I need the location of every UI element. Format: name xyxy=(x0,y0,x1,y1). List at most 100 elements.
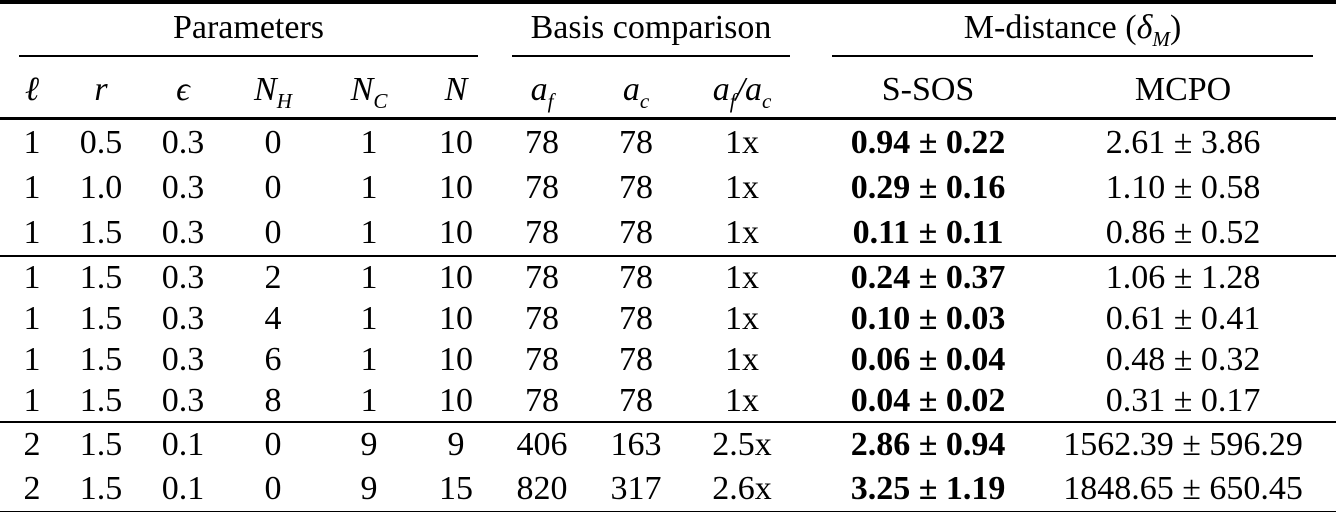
cell-epsilon: 0.1 xyxy=(138,421,228,467)
col-header-mcpo: MCPO xyxy=(1030,57,1336,120)
n-symbol: N xyxy=(444,71,468,108)
cell-ac: 78 xyxy=(619,340,654,378)
c-subscript: c xyxy=(762,88,772,113)
cell-r: 0.5 xyxy=(79,123,123,161)
cell-nc: 9 xyxy=(360,470,378,507)
cell-af: 78 xyxy=(525,213,560,251)
epsilon-symbol: ϵ xyxy=(176,71,190,108)
cell-epsilon: 0.3 xyxy=(161,340,205,378)
cell-af: 78 xyxy=(525,299,560,337)
m-distance-prefix: M-distance ( xyxy=(963,9,1137,46)
cell-ratio: 1x xyxy=(725,213,760,251)
cell-ssos: 3.25 ± 1.19 xyxy=(850,470,1006,507)
group-label-basis-comparison: Basis comparison xyxy=(530,9,772,46)
cell-mcpo: 1848.65 ± 650.45 xyxy=(1063,470,1303,507)
m-distance-underline: M-distance (δM) xyxy=(832,9,1314,57)
cell-af: 78 xyxy=(525,168,560,206)
cell-nc: 1 xyxy=(360,213,378,251)
cell-nh: 2 xyxy=(228,255,318,298)
cell-ssos: 0.29 ± 0.16 xyxy=(850,168,1006,206)
cell-ratio: 2.6x xyxy=(712,470,772,507)
table-body: 1 0.5 0.3 0 1 10 78 78 1x 0.94 ± 0.22 2.… xyxy=(0,119,1336,512)
col-header-nh: NH xyxy=(228,57,318,120)
table-row: 1 1.5 0.3 4 1 10 78 78 1x 0.10 ± 0.03 0.… xyxy=(0,298,1336,339)
cell-ac: 78 xyxy=(619,168,654,206)
cell-ssos: 0.24 ± 0.37 xyxy=(826,255,1031,298)
table-row: 1 1.0 0.3 0 1 10 78 78 1x 0.29 ± 0.16 1.… xyxy=(0,165,1336,210)
table-row: 2 1.5 0.1 0 9 15 820 317 2.6x 3.25 ± 1.1… xyxy=(0,467,1336,512)
a-symbol: a xyxy=(712,71,730,108)
column-gap xyxy=(790,467,826,512)
cell-nc: 9 xyxy=(318,421,420,467)
cell-nc: 1 xyxy=(360,168,378,206)
cell-ell: 1 xyxy=(23,381,41,419)
cell-nh: 0 xyxy=(264,213,282,251)
group-header-m-distance: M-distance (δM) xyxy=(826,2,1336,57)
cell-mcpo: 0.31 ± 0.17 xyxy=(1105,381,1261,419)
cell-n: 9 xyxy=(420,421,493,467)
mcpo-label: MCPO xyxy=(1134,71,1232,108)
cell-ssos: 0.04 ± 0.02 xyxy=(850,381,1006,419)
cell-nh: 8 xyxy=(264,381,282,419)
cell-ratio: 1x xyxy=(694,255,791,298)
cell-ac: 317 xyxy=(610,470,662,507)
cell-r: 1.5 xyxy=(79,299,123,337)
cell-af: 78 xyxy=(525,381,560,419)
a-symbol: a xyxy=(745,71,762,108)
cell-ell: 1 xyxy=(0,255,64,298)
cell-ratio: 1x xyxy=(725,299,760,337)
cell-mcpo: 1.06 ± 1.28 xyxy=(1030,255,1336,298)
column-gap xyxy=(790,210,826,256)
a-symbol: a xyxy=(530,71,548,108)
cell-ssos: 0.11 ± 0.11 xyxy=(852,213,1004,251)
cell-ell: 2 xyxy=(0,421,64,467)
r-symbol: r xyxy=(94,71,108,108)
cell-r: 1.5 xyxy=(79,340,123,378)
group-gap xyxy=(492,2,506,57)
cell-ratio: 2.5x xyxy=(694,421,791,467)
cell-epsilon: 0.3 xyxy=(161,213,205,251)
table-row: 1 0.5 0.3 0 1 10 78 78 1x 0.94 ± 0.22 2.… xyxy=(0,119,1336,166)
cell-mcpo: 1.10 ± 0.58 xyxy=(1105,168,1261,206)
cell-af: 78 xyxy=(525,123,560,161)
column-gap xyxy=(790,380,826,422)
cell-n: 10 xyxy=(439,213,473,251)
cell-ell: 1 xyxy=(23,340,41,378)
cell-n: 10 xyxy=(439,123,473,161)
cell-ac: 78 xyxy=(619,213,654,251)
column-gap xyxy=(492,467,506,512)
cell-ssos: 0.10 ± 0.03 xyxy=(850,299,1006,337)
ssos-label: S-SOS xyxy=(881,71,975,108)
cell-ell: 1 xyxy=(23,213,41,251)
cell-nc: 1 xyxy=(360,381,378,419)
f-subscript: f xyxy=(547,88,554,113)
column-gap xyxy=(790,255,827,298)
cell-ssos: 0.94 ± 0.22 xyxy=(850,123,1006,161)
cell-n: 15 xyxy=(439,470,473,507)
column-gap xyxy=(492,380,506,422)
cell-ac: 78 xyxy=(578,255,695,298)
cell-ell: 1 xyxy=(23,168,41,206)
group-header-parameters: Parameters xyxy=(0,2,492,57)
cell-n: 10 xyxy=(420,255,493,298)
table-row: 1 1.5 0.3 6 1 10 78 78 1x 0.06 ± 0.04 0.… xyxy=(0,339,1336,380)
cell-af: 78 xyxy=(525,340,560,378)
cell-r: 1.5 xyxy=(64,421,138,467)
group-label-parameters: Parameters xyxy=(172,9,325,46)
col-header-n: N xyxy=(420,57,493,120)
group-gap xyxy=(790,2,826,57)
table-row: 2 1.5 0.1 0 9 9 406 163 2.5x 2.86 ± 0.94… xyxy=(0,421,1336,467)
h-subscript: H xyxy=(276,88,292,113)
cell-af: 820 xyxy=(516,470,568,507)
cell-r: 1.5 xyxy=(64,255,138,298)
table-row: 1 1.5 0.3 2 1 10 78 78 1x 0.24 ± 0.37 1.… xyxy=(0,255,1336,298)
col-header-ac: ac xyxy=(578,57,695,120)
cell-n: 10 xyxy=(439,381,473,419)
cell-nh: 6 xyxy=(264,340,282,378)
cell-r: 1.5 xyxy=(79,470,123,507)
n-symbol: N xyxy=(350,71,374,108)
cell-r: 1.5 xyxy=(79,381,123,419)
cell-nh: 0 xyxy=(264,123,282,161)
col-header-epsilon: ϵ xyxy=(138,57,228,120)
column-gap xyxy=(790,119,826,166)
